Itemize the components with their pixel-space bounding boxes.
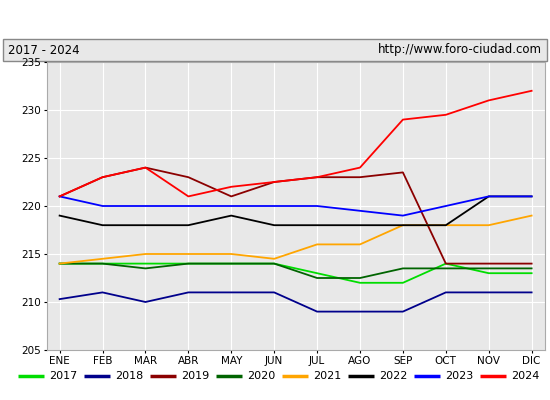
Text: 2024: 2024 xyxy=(512,371,540,381)
Text: http://www.foro-ciudad.com: http://www.foro-ciudad.com xyxy=(378,44,542,56)
Text: 2017 - 2024: 2017 - 2024 xyxy=(8,44,80,56)
Text: Evolucion num de emigrantes en Villalpando: Evolucion num de emigrantes en Villalpan… xyxy=(74,12,476,26)
Text: 2017: 2017 xyxy=(50,371,78,381)
Text: 2020: 2020 xyxy=(248,371,276,381)
Text: 2021: 2021 xyxy=(314,371,342,381)
Text: 2019: 2019 xyxy=(182,371,210,381)
Text: 2023: 2023 xyxy=(446,371,474,381)
FancyBboxPatch shape xyxy=(3,39,547,61)
Text: 2018: 2018 xyxy=(116,371,144,381)
Text: 2022: 2022 xyxy=(379,371,408,381)
